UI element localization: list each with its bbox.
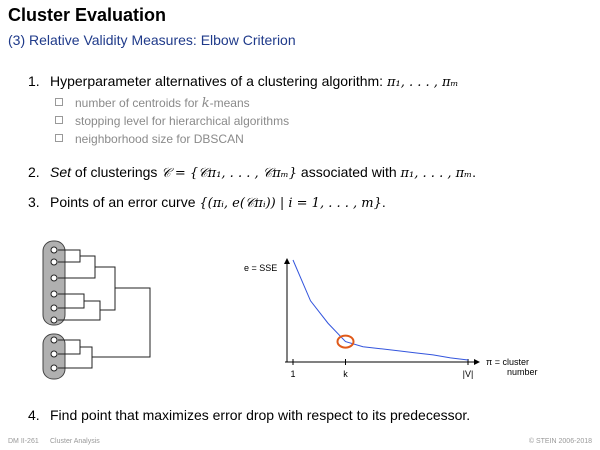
item-end: . — [381, 194, 386, 210]
elbow-highlight-circle — [336, 334, 355, 349]
footer-center: Cluster Analysis — [50, 438, 100, 445]
item-end: . — [472, 164, 477, 180]
data-points — [50, 246, 58, 372]
item-text: Points of an error curve — [50, 194, 196, 210]
footer-left: DM II-261 — [8, 438, 39, 445]
subitem-2: stopping level for hierarchical algorith… — [55, 114, 289, 128]
x-tick-label: |V| — [463, 369, 474, 379]
subitem-text: stopping level for hierarchical algorith… — [75, 114, 290, 128]
item-math: π₁, . . . , πₘ — [386, 75, 459, 90]
subitem-3: neighborhood size for DBSCAN — [55, 132, 244, 146]
item-math: 𝒞 = {𝒞π₁, . . . , 𝒞πₘ} — [161, 166, 298, 181]
cluster-group-top — [42, 240, 66, 326]
item-4: 4. Find point that maximizes error drop w… — [28, 407, 470, 423]
item-number: 3. — [28, 194, 40, 210]
y-axis-label: e = SSE — [244, 263, 277, 273]
x-axis-arrow — [474, 359, 480, 365]
item-emphasis: Set — [50, 164, 72, 180]
slide-title: Cluster Evaluation — [8, 5, 167, 25]
elbow-chart: e = SSE π = cluster number 1 k |V| — [244, 258, 538, 379]
subitem-suffix: -means — [209, 96, 250, 110]
item-2: 2. Set of clusterings 𝒞 = {𝒞π₁, . . . , 𝒞… — [28, 164, 476, 181]
slide-subtitle: (3) Relative Validity Measures: Elbow Cr… — [8, 32, 296, 48]
error-curve-line — [292, 259, 469, 361]
x-tick-label: 1 — [290, 369, 295, 379]
subitem-text: number of centroids for — [75, 96, 202, 110]
subitem-math: k — [201, 96, 210, 111]
y-axis-arrow — [284, 258, 290, 264]
item-1: 1. Hyperparameter alternatives of a clust… — [28, 73, 459, 90]
item-number: 2. — [28, 164, 40, 180]
square-bullet-icon — [55, 98, 63, 106]
item-text-2: associated with — [297, 164, 401, 180]
item-text: of clusterings — [71, 164, 158, 180]
item-text: Hyperparameter alternatives of a cluster… — [50, 73, 384, 89]
subitem-text: neighborhood size for DBSCAN — [75, 132, 244, 146]
x-axis-label-line1: π = cluster — [486, 357, 529, 367]
x-tick-label: k — [343, 369, 348, 379]
item-number: 1. — [28, 73, 40, 89]
item-math-2: π₁, . . . , πₘ — [400, 166, 473, 181]
item-3: 3. Points of an error curve {(πᵢ, e(𝒞πᵢ))… — [28, 194, 386, 211]
item-text: Find point that maximizes error drop wit… — [50, 407, 471, 423]
dendrogram-branches — [58, 249, 151, 369]
footer-right: © STEIN 2006-2018 — [528, 438, 592, 445]
item-math: {(πᵢ, e(𝒞πᵢ)) | i = 1, . . . , m} — [199, 196, 382, 211]
dendrogram-diagram — [42, 240, 151, 380]
item-number: 4. — [28, 407, 40, 423]
square-bullet-icon — [55, 116, 63, 124]
subitem-1: number of centroids for k-means — [55, 96, 250, 111]
x-axis-label-line2: number — [507, 367, 538, 377]
square-bullet-icon — [55, 134, 63, 142]
